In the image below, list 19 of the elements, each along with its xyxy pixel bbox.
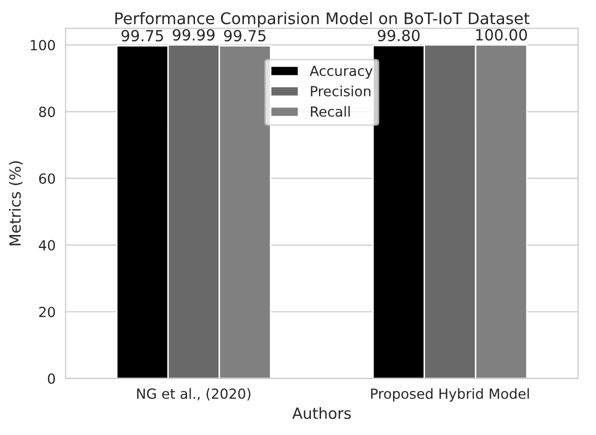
chart-title: Performance Comparision Model on BoT-IoT Dataset	[115, 12, 530, 28]
y-tick-label: 40	[38, 240, 55, 251]
y-tick-label: 0	[48, 373, 55, 384]
data-label: 99.75	[224, 30, 266, 42]
y-tick-label: 60	[39, 173, 55, 184]
y-tick-label: 20	[39, 306, 55, 318]
x-tick-label: Proposed Hybrid Model	[371, 388, 529, 402]
y-tick-label: 80	[39, 106, 55, 118]
legend-label: Recall	[310, 106, 350, 117]
y-tick-label: 100	[30, 40, 55, 50]
x-axis-title: Authors	[292, 407, 351, 419]
data-label: 99.80	[378, 30, 420, 42]
y-axis-title: Metrics (%)	[8, 161, 23, 246]
data-label: 99.99	[172, 29, 214, 41]
data-label: 100.00	[476, 29, 527, 41]
x-tick-label: NG et al., (2020)	[137, 388, 250, 401]
legend-label: Accuracy	[310, 66, 373, 79]
legend-label: Precision	[310, 86, 370, 96]
data-label: 99.75	[122, 30, 163, 42]
